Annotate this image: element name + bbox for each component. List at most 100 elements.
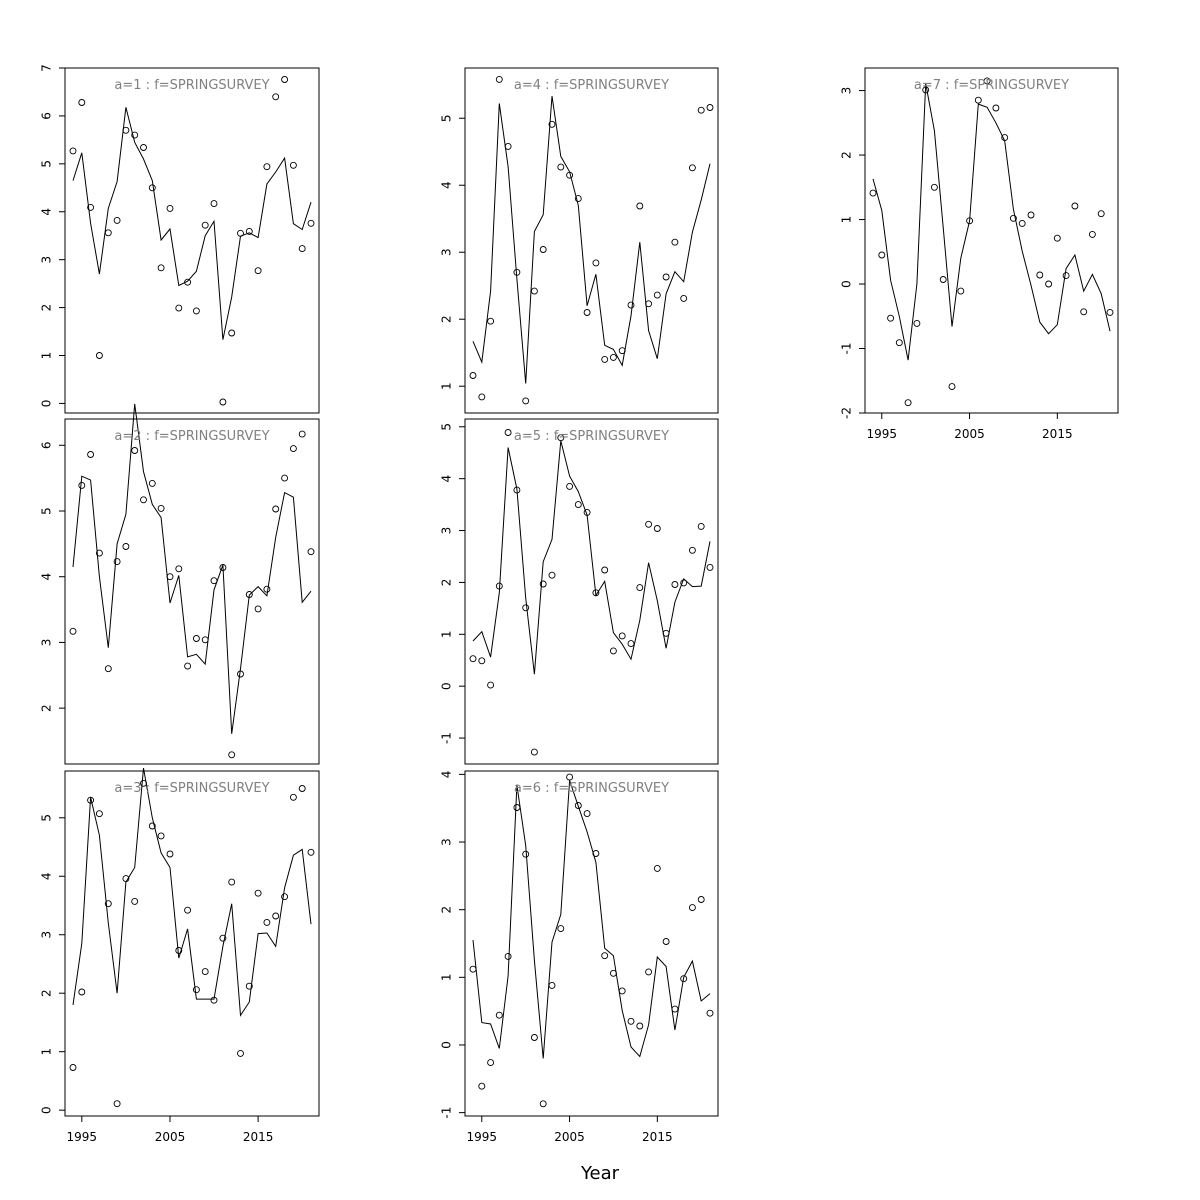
observed-point xyxy=(688,904,696,912)
observed-point xyxy=(887,314,895,322)
observed-point xyxy=(697,106,705,114)
observed-point xyxy=(201,636,209,644)
observed-point xyxy=(298,785,306,792)
observed-point xyxy=(298,245,306,253)
y-tick-label: 5 xyxy=(40,814,54,822)
observed-point xyxy=(487,1059,495,1067)
observed-point xyxy=(166,204,174,212)
observed-point xyxy=(592,259,600,267)
observed-point xyxy=(557,925,565,933)
fitted-line xyxy=(72,403,312,734)
observed-point xyxy=(688,546,696,554)
y-tick-label: 2 xyxy=(440,906,454,914)
observed-point xyxy=(131,447,139,454)
observed-point xyxy=(983,77,991,85)
observed-point xyxy=(930,183,938,191)
observed-point xyxy=(175,947,183,954)
observed-point xyxy=(140,779,147,787)
panel-frame xyxy=(864,67,1119,414)
observed-point xyxy=(522,850,530,858)
observed-point xyxy=(104,900,112,908)
x-axis-label: Year xyxy=(580,1163,620,1184)
observed-point xyxy=(504,952,512,960)
observed-point xyxy=(113,216,121,224)
observed-point xyxy=(289,445,297,453)
panel-5: -1 0 1 2 3 4 5 a=5 : f=SPRINGSURVEY xyxy=(440,418,719,765)
observed-point xyxy=(245,227,253,235)
y-tick-label: 2 xyxy=(40,304,54,312)
y-tick-label: -1 xyxy=(440,1107,454,1119)
observed-point xyxy=(1036,271,1044,279)
y-tick-label: 2 xyxy=(40,704,54,712)
observed-point xyxy=(478,657,486,665)
y-tick-label: 1 xyxy=(840,216,854,224)
observed-point xyxy=(87,796,95,804)
y-tick-label: 0 xyxy=(40,1106,54,1114)
observed-point xyxy=(237,670,244,678)
observed-point xyxy=(487,317,495,325)
observed-point xyxy=(662,938,670,945)
observed-point xyxy=(184,662,192,670)
observed-point xyxy=(697,896,705,903)
observed-point xyxy=(113,1100,121,1108)
observed-point xyxy=(601,952,609,960)
observed-point xyxy=(680,579,688,587)
y-tick-label: 3 xyxy=(440,838,454,846)
panel-7: -2 -1 0 1 2 3 1995 2005 2015 a=7 : f=SPRINGSURVEY xyxy=(840,67,1119,441)
observed-point xyxy=(895,339,903,347)
observed-point xyxy=(592,850,600,857)
panel-title: a=2 : f=SPRINGSURVEY xyxy=(114,429,269,444)
observed-point xyxy=(78,481,86,489)
observed-point xyxy=(653,864,661,872)
observed-point xyxy=(574,195,582,203)
x-tick-label: 2015 xyxy=(243,1130,274,1144)
y-tick-label: 3 xyxy=(440,248,454,256)
observed-point xyxy=(131,897,139,905)
observed-point xyxy=(263,585,271,593)
observed-point xyxy=(504,142,512,150)
observed-point xyxy=(548,571,556,579)
x-tick-label: 2005 xyxy=(155,1130,186,1144)
observed-point xyxy=(201,968,209,976)
y-tick-label: 2 xyxy=(40,989,54,997)
observed-point xyxy=(1027,211,1035,219)
x-tick-label: 2005 xyxy=(954,427,985,441)
observed-point xyxy=(166,850,174,858)
fitted-line xyxy=(472,440,711,675)
observed-point xyxy=(583,508,591,516)
observed-point xyxy=(228,329,236,337)
observed-point xyxy=(1106,308,1114,316)
y-tick-label: 4 xyxy=(40,208,54,216)
observed-point xyxy=(583,309,591,316)
observed-point xyxy=(966,217,974,225)
y-tick-label: 0 xyxy=(840,280,854,288)
y-tick-label: 2 xyxy=(840,151,854,159)
x-tick-label: 1995 xyxy=(467,1130,498,1144)
observed-point xyxy=(609,353,617,361)
observed-point xyxy=(69,147,77,155)
observed-point xyxy=(148,822,156,830)
observed-point xyxy=(87,203,95,211)
observed-point xyxy=(122,543,130,550)
fitted-line xyxy=(472,780,711,1059)
observed-point xyxy=(104,229,112,237)
observed-point xyxy=(627,640,635,648)
observed-point xyxy=(219,564,227,571)
observed-point xyxy=(281,76,289,83)
observed-point xyxy=(1080,308,1088,316)
observed-point xyxy=(513,486,521,494)
observed-point xyxy=(263,918,271,926)
observed-point xyxy=(583,810,591,818)
observed-point xyxy=(957,287,965,295)
y-tick-label: 4 xyxy=(40,872,54,880)
y-tick-label: 3 xyxy=(840,87,854,95)
observed-point xyxy=(245,591,253,598)
y-tick-label: 4 xyxy=(440,475,454,483)
observed-point xyxy=(539,246,547,253)
observed-point xyxy=(566,773,574,781)
y-tick-label: 3 xyxy=(40,931,54,939)
observed-point xyxy=(307,548,315,556)
observed-point xyxy=(69,1064,77,1071)
observed-point xyxy=(478,1082,486,1090)
observed-point xyxy=(175,565,183,573)
